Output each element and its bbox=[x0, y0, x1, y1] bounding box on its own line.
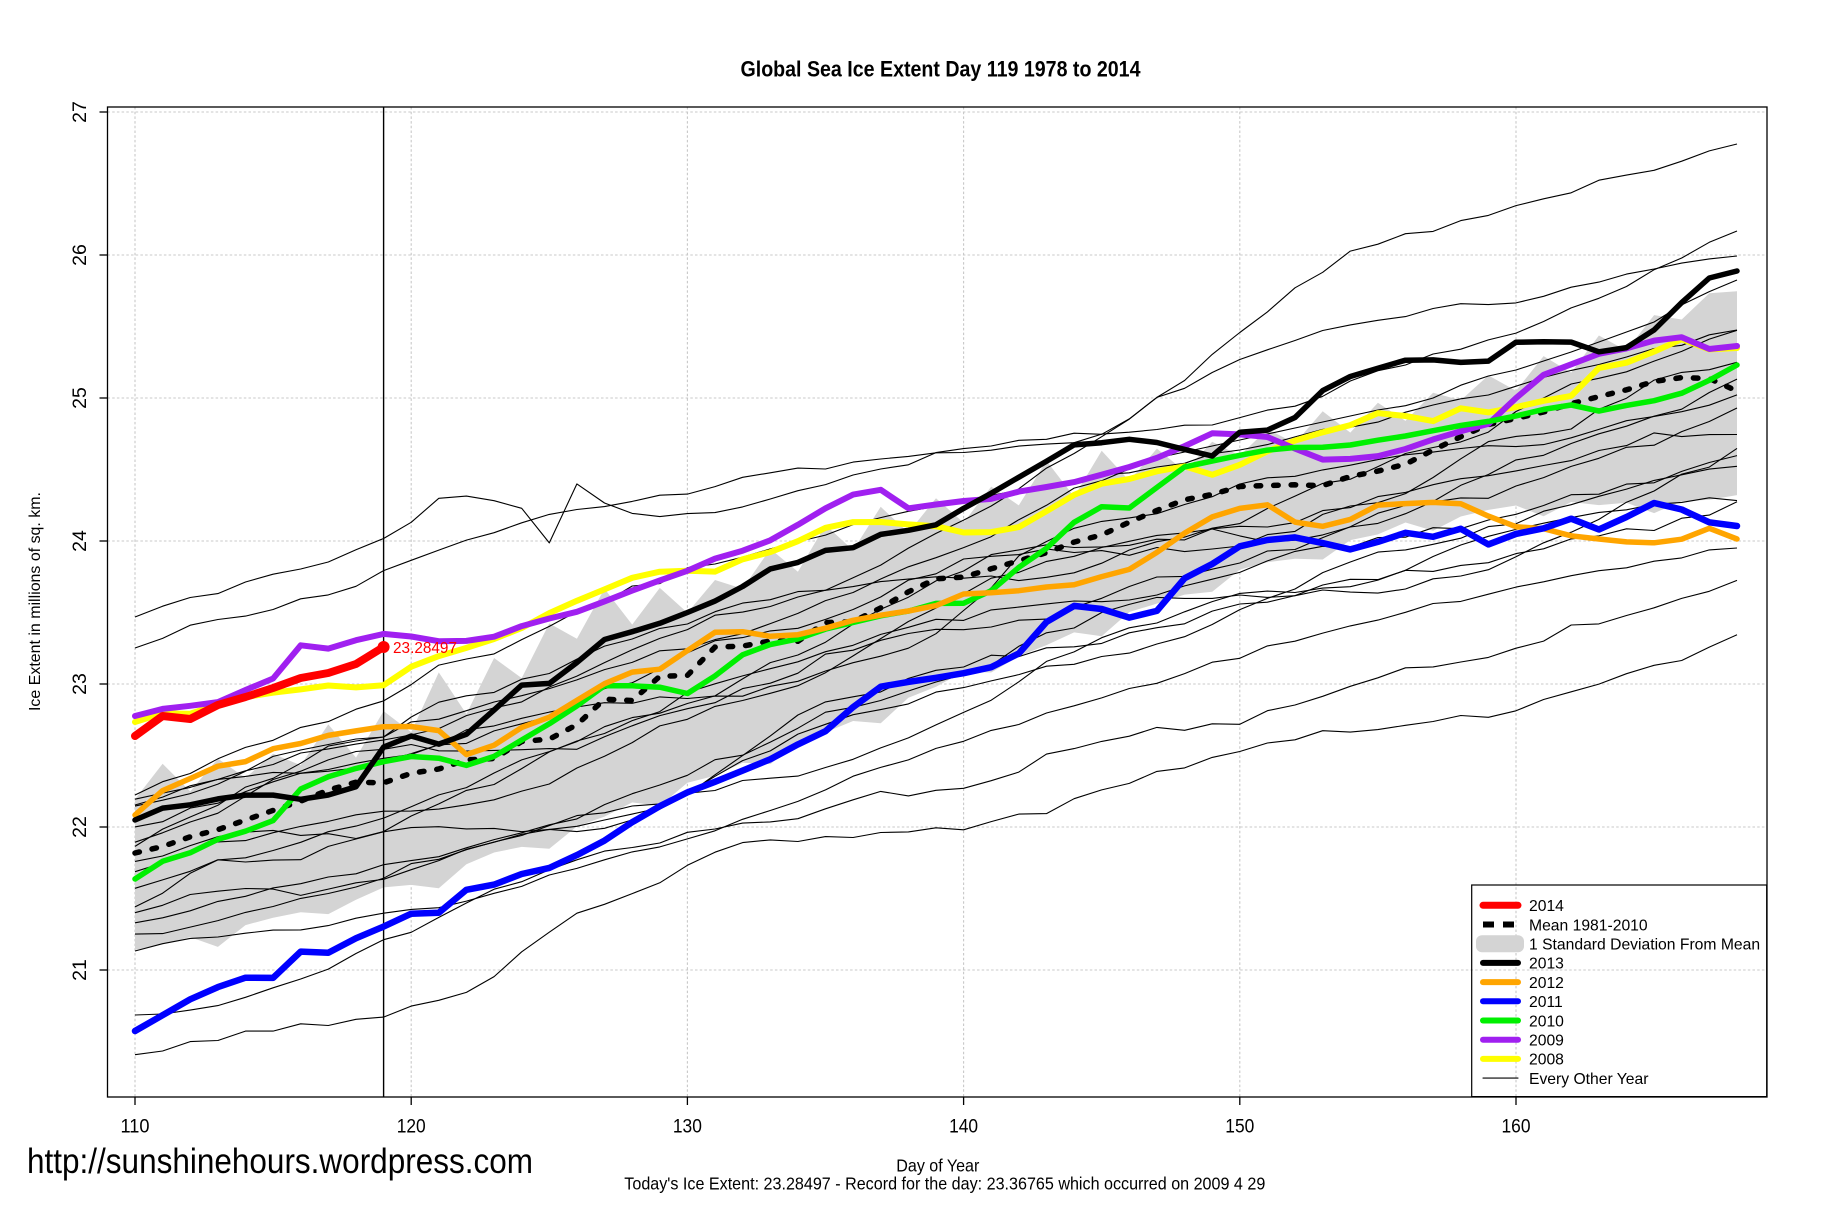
svg-text:Mean 1981-2010: Mean 1981-2010 bbox=[1529, 917, 1648, 934]
svg-text:26: 26 bbox=[69, 244, 91, 266]
svg-text:23.28497: 23.28497 bbox=[393, 640, 457, 657]
svg-text:160: 160 bbox=[1502, 1116, 1531, 1138]
svg-text:http://sunshinehours.wordpress: http://sunshinehours.wordpress.com bbox=[27, 1142, 533, 1181]
svg-text:24: 24 bbox=[69, 530, 91, 552]
svg-text:Global Sea Ice Extent Day 119: Global Sea Ice Extent Day 119 1978 to 20… bbox=[741, 56, 1142, 81]
svg-text:150: 150 bbox=[1225, 1116, 1254, 1138]
svg-text:2008: 2008 bbox=[1529, 1052, 1564, 1069]
svg-text:Day of Year: Day of Year bbox=[896, 1155, 979, 1175]
svg-text:25: 25 bbox=[69, 387, 91, 409]
svg-text:Ice Extent in millions of sq.: Ice Extent in millions of sq. km. bbox=[27, 492, 44, 711]
svg-text:21: 21 bbox=[69, 959, 91, 981]
svg-text:130: 130 bbox=[673, 1116, 702, 1138]
svg-text:140: 140 bbox=[949, 1116, 978, 1138]
svg-text:2013: 2013 bbox=[1529, 956, 1564, 973]
svg-text:2012: 2012 bbox=[1529, 975, 1564, 992]
svg-text:22: 22 bbox=[69, 816, 91, 838]
svg-text:Today's Ice Extent: 23.28497: Today's Ice Extent: 23.28497 - Record fo… bbox=[624, 1174, 1265, 1194]
svg-text:2010: 2010 bbox=[1529, 1013, 1564, 1030]
svg-text:1 Standard Deviation From Mean: 1 Standard Deviation From Mean bbox=[1529, 937, 1760, 954]
svg-text:23: 23 bbox=[69, 673, 91, 695]
svg-text:110: 110 bbox=[121, 1116, 150, 1138]
svg-text:2009: 2009 bbox=[1529, 1033, 1564, 1050]
svg-text:120: 120 bbox=[397, 1116, 426, 1138]
svg-text:27: 27 bbox=[69, 101, 91, 123]
svg-text:2011: 2011 bbox=[1529, 994, 1563, 1011]
svg-text:Every Other Year: Every Other Year bbox=[1529, 1071, 1648, 1088]
svg-text:2014: 2014 bbox=[1529, 898, 1564, 915]
